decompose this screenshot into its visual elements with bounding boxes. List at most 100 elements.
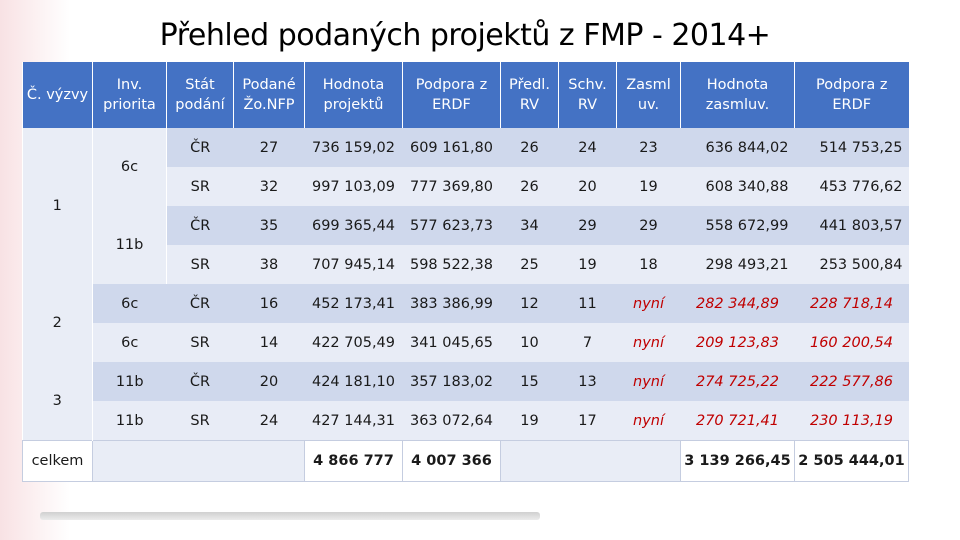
schv-cell: 20: [578, 178, 597, 195]
podpora-cell: 577 623,73: [409, 217, 494, 234]
header-podane: Podané Žo.NFP: [233, 62, 305, 128]
table-row: 2 6c ČR 16 452 173,41 383 386,99 12 11 n…: [22, 284, 909, 362]
header-stat: Stát podání: [166, 62, 234, 128]
podpora-zasml-cell: 160 200,54: [809, 334, 894, 351]
podane-cell: 20: [259, 373, 279, 390]
podane-cell: 35: [259, 217, 279, 234]
projects-table-wrap: Č. výzvy Inv. priorita Stát podání Podan…: [22, 62, 909, 482]
schv-cell: 7: [582, 334, 593, 351]
vyzva-cell: 3: [22, 362, 93, 441]
schv-cell: 24: [578, 139, 597, 156]
stat-cell: SR: [190, 178, 210, 195]
table-row: 3 11b ČR 20 424 181,10 357 183,02 15 13 …: [22, 362, 909, 441]
predl-cell: 19: [520, 412, 539, 429]
total-label: celkem: [22, 440, 93, 482]
podpora-cell: 341 045,65: [409, 334, 494, 351]
podpora-zasml-cell: 441 803,57: [819, 217, 903, 234]
hodnota-zasml-cell: 274 725,22: [695, 373, 780, 390]
priorita-cell: 6c: [121, 334, 139, 351]
priorita-cell: 6c: [121, 295, 139, 312]
stat-cell: ČR: [190, 217, 211, 234]
schv-cell: 19: [578, 256, 597, 273]
stat-cell: ČR: [189, 295, 211, 312]
zasml-cell: 29: [639, 217, 658, 234]
total-podpora-zasml: 2 505 444,01: [794, 440, 909, 482]
podpora-cell: 609 161,80: [409, 139, 494, 156]
predl-cell: 34: [520, 217, 539, 234]
scroll-shadow-bar: [40, 512, 540, 520]
stat-cell: SR: [190, 412, 210, 429]
hodnota-cell: 736 159,02: [311, 139, 396, 156]
header-row: Č. výzvy Inv. priorita Stát podání Podan…: [22, 62, 909, 128]
schv-cell: 13: [578, 373, 597, 390]
table-row: SR 32 997 103,09 777 369,80 26 20 19 608…: [22, 167, 909, 206]
podane-cell: 16: [259, 295, 279, 312]
hodnota-zasml-cell: 282 344,89: [695, 295, 780, 312]
stat-cell: ČR: [189, 373, 211, 390]
header-zasml: Zasml uv.: [616, 62, 681, 128]
podpora-zasml-cell: 222 577,86: [809, 373, 894, 390]
stat-cell: ČR: [190, 139, 211, 156]
predl-cell: 15: [520, 373, 539, 390]
schv-cell: 11: [578, 295, 597, 312]
podpora-zasml-cell: 514 753,25: [819, 139, 903, 156]
zasml-cell: nyní: [633, 295, 664, 312]
header-vyzva: Č. výzvy: [22, 62, 93, 128]
hodnota-cell: 997 103,09: [311, 178, 396, 195]
zasml-cell: 18: [639, 256, 658, 273]
podane-cell: 24: [259, 412, 279, 429]
priorita-cell: 11b: [115, 412, 144, 429]
predl-cell: 10: [520, 334, 539, 351]
predl-cell: 25: [520, 256, 539, 273]
total-hodnota-zasml: 3 139 266,45: [680, 440, 795, 482]
podpora-zasml-cell: 230 113,19: [809, 412, 894, 429]
header-hodnota-zasml: Hodnota zasmluv.: [680, 62, 795, 128]
hodnota-zasml-cell: 558 672,99: [705, 217, 789, 234]
podane-cell: 27: [259, 139, 279, 156]
predl-cell: 26: [520, 178, 539, 195]
podpora-cell: 598 522,38: [409, 256, 494, 273]
zasml-cell: 23: [639, 139, 658, 156]
predl-cell: 12: [520, 295, 539, 312]
header-podpora: Podpora z ERDF: [402, 62, 501, 128]
projects-table: Č. výzvy Inv. priorita Stát podání Podan…: [22, 62, 909, 482]
zasml-cell: nyní: [633, 373, 664, 390]
stat-cell: SR: [190, 256, 210, 273]
header-priorita: Inv. priorita: [92, 62, 167, 128]
podpora-cell: 363 072,64: [409, 412, 494, 429]
hodnota-cell: 707 945,14: [311, 256, 396, 273]
hodnota-cell: 427 144,31: [311, 412, 396, 429]
predl-cell: 26: [520, 139, 539, 156]
table-row: SR 38 707 945,14 598 522,38 25 19 18 298…: [22, 245, 909, 284]
vyzva-cell: 2: [22, 284, 93, 362]
header-podpora-zasml: Podpora z ERDF: [794, 62, 909, 128]
hodnota-cell: 424 181,10: [311, 373, 396, 390]
total-empty-cell: [92, 440, 305, 482]
podpora-cell: 383 386,99: [409, 295, 494, 312]
page-title: Přehled podaných projektů z FMP - 2014+: [159, 18, 771, 53]
hodnota-zasml-cell: 636 844,02: [705, 139, 789, 156]
podpora-zasml-cell: 228 718,14: [809, 295, 894, 312]
hodnota-zasml-cell: 608 340,88: [705, 178, 789, 195]
podpora-zasml-cell: 453 776,62: [819, 178, 903, 195]
podane-cell: 14: [259, 334, 279, 351]
zasml-cell: nyní: [633, 334, 664, 351]
podpora-cell: 357 183,02: [409, 373, 494, 390]
schv-cell: 29: [578, 217, 597, 234]
table-row: 11b ČR 35 699 365,44 577 623,73 34 29 29…: [22, 206, 909, 284]
vyzva-cell: 1: [22, 128, 93, 284]
total-podpora: 4 007 366: [402, 440, 501, 482]
podane-cell: 38: [259, 256, 279, 273]
hodnota-zasml-cell: 209 123,83: [695, 334, 780, 351]
priorita-cell: 11b: [92, 206, 167, 284]
schv-cell: 17: [578, 412, 597, 429]
podpora-zasml-cell: 253 500,84: [819, 256, 903, 273]
priorita-cell: 11b: [115, 373, 144, 390]
podpora-cell: 777 369,80: [409, 178, 494, 195]
header-hodnota: Hodnota projektů: [304, 62, 403, 128]
total-empty-cell: [500, 440, 681, 482]
zasml-cell: nyní: [633, 412, 664, 429]
hodnota-cell: 422 705,49: [311, 334, 396, 351]
hodnota-cell: 452 173,41: [311, 295, 396, 312]
header-predl: Předl. RV: [500, 62, 559, 128]
